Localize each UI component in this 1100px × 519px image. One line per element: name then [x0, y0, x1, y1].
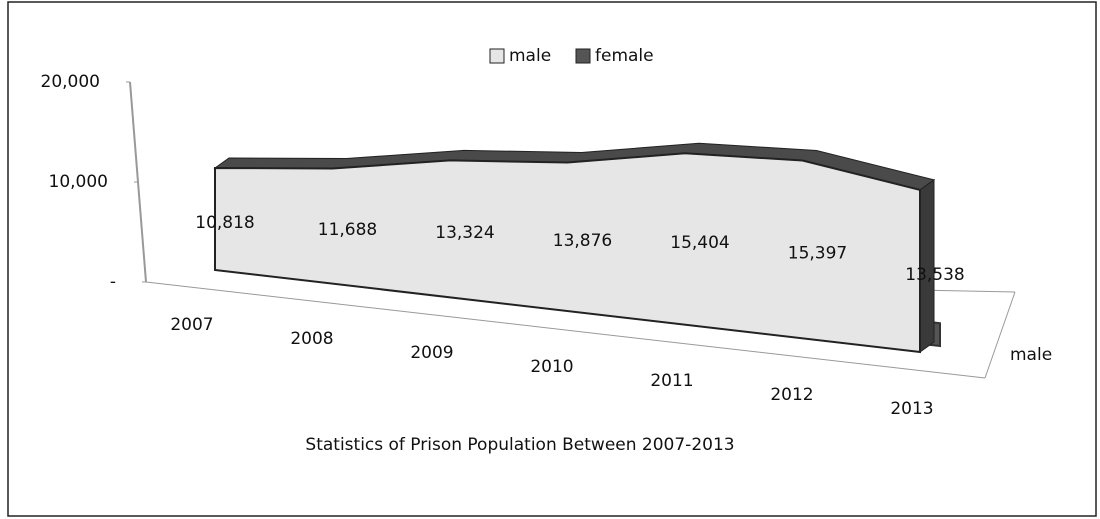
legend-label: female [595, 46, 654, 66]
data-label: 13,876 [553, 231, 612, 251]
x-tick-label: 2007 [170, 315, 213, 335]
y-tick-label: 10,000 [49, 172, 108, 192]
data-label: 11,688 [318, 220, 377, 240]
area [214, 152, 921, 354]
x-tick-label: 2013 [890, 399, 933, 419]
x-tick-label: 2010 [530, 357, 573, 377]
depth-axis [984, 291, 1016, 379]
data-label: 10,818 [195, 213, 254, 233]
x-axis [145, 281, 986, 379]
x-tick-label: 2008 [290, 329, 333, 349]
legend-swatch [489, 48, 505, 64]
x-tick-label: 2009 [410, 343, 453, 363]
data-label: 13,538 [905, 265, 964, 285]
data-label: 13,324 [435, 223, 494, 243]
chart-title: Statistics of Prison Population Between … [305, 435, 734, 455]
depth-label: male [1010, 345, 1052, 365]
legend-swatch [575, 48, 591, 64]
data-label: 15,404 [670, 233, 729, 253]
y-tick-label: 20,000 [41, 72, 100, 92]
y-tick-label: - [110, 272, 116, 292]
legend-label: male [509, 46, 551, 66]
x-tick-label: 2011 [650, 371, 693, 391]
data-label: 15,397 [788, 243, 847, 263]
x-tick-label: 2012 [770, 385, 813, 405]
